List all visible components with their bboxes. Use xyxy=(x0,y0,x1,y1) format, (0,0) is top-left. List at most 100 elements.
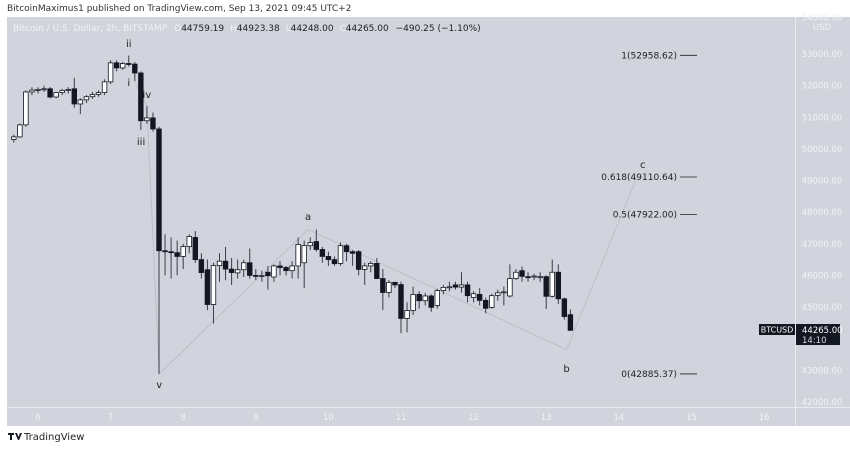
price-tick-label: 43000.00 xyxy=(802,366,843,376)
candle-up xyxy=(29,89,35,93)
candle-down xyxy=(543,276,549,297)
ohlc-legend: Bitcoin / U.S. Dollar, 2h, BITSTAMP O447… xyxy=(13,24,481,34)
candle-down xyxy=(476,293,483,301)
candle-down xyxy=(228,268,235,273)
candle-up xyxy=(361,265,368,270)
candle-up xyxy=(404,310,410,319)
candle-up xyxy=(35,89,41,91)
candle-up xyxy=(289,265,295,272)
price-tick-label: 42000.00 xyxy=(802,398,843,408)
low-label: L xyxy=(286,24,291,34)
candle-up xyxy=(23,91,29,126)
time-axis[interactable] xyxy=(7,408,795,426)
candle-up xyxy=(216,260,223,267)
candle-up xyxy=(144,117,150,122)
high-value: 44923.38 xyxy=(237,24,280,34)
candle-up xyxy=(295,244,301,267)
chart-pane[interactable] xyxy=(7,17,850,407)
symbol-title: Bitcoin / U.S. Dollar, 2h, BITSTAMP xyxy=(13,24,168,34)
candles xyxy=(11,55,574,374)
price-axis[interactable] xyxy=(796,17,850,426)
candle-down xyxy=(555,271,561,300)
wave-label-iii: iii xyxy=(137,137,145,148)
fib-level-label: 1(52958.62) xyxy=(621,51,677,61)
candle-up xyxy=(337,245,344,264)
candle-down xyxy=(331,259,338,265)
candle-down xyxy=(113,62,120,69)
wave-line xyxy=(566,176,638,350)
time-tick-label: 9 xyxy=(253,413,258,423)
open-label: O xyxy=(174,24,181,34)
price-tag-value: 44265.00 xyxy=(802,326,843,336)
price-tick-label: 49000.00 xyxy=(802,177,843,187)
time-tick-label: 15 xyxy=(686,413,697,423)
price-tick-label: 52000.00 xyxy=(802,82,843,92)
price-tick-label: 47000.00 xyxy=(802,240,843,250)
candle-up xyxy=(307,242,313,247)
wave-label-ii: ii xyxy=(126,39,132,50)
time-tick-label: 7 xyxy=(108,413,113,423)
candle-up xyxy=(368,262,374,267)
candle-down xyxy=(277,265,283,268)
last-price-tag: BTCUSD 44265.00 14:10 xyxy=(759,324,843,346)
candle-up xyxy=(259,275,265,277)
time-tick-label: 13 xyxy=(541,413,552,423)
candle-down xyxy=(349,251,356,254)
time-tick-label: 6 xyxy=(35,413,40,423)
candle-down xyxy=(150,117,156,130)
candle-up xyxy=(17,124,23,138)
price-tick-label: 51000.00 xyxy=(802,113,843,123)
candle-down xyxy=(174,252,180,257)
candle-down xyxy=(222,260,229,270)
symbol-tag-bg xyxy=(759,324,795,335)
wave-label-i: i xyxy=(127,78,130,89)
high-label: H xyxy=(230,24,237,34)
time-tick-label: 14 xyxy=(613,413,624,423)
candle-up xyxy=(501,291,507,294)
candle-up xyxy=(446,286,453,289)
time-tick-label: 10 xyxy=(323,413,334,423)
currency-label: USD xyxy=(813,23,832,33)
price-tag-countdown: 14:10 xyxy=(802,336,827,346)
candle-up xyxy=(434,290,440,306)
candle-up xyxy=(41,88,47,91)
candle-down xyxy=(416,293,422,302)
candle-up xyxy=(537,276,543,279)
candle-up xyxy=(513,271,519,279)
candle-up xyxy=(240,262,247,271)
candle-up xyxy=(101,81,108,93)
candle-down xyxy=(126,63,132,65)
close-value: 44265.00 xyxy=(346,24,389,34)
candle-down xyxy=(168,251,174,254)
candle-up xyxy=(95,92,102,95)
wave-line xyxy=(146,106,160,374)
brand-name: TradingView xyxy=(23,432,84,443)
candle-down xyxy=(392,281,398,286)
candle-up xyxy=(386,281,392,293)
candle-down xyxy=(567,314,574,331)
candle-down xyxy=(138,72,144,122)
time-axis-ticks: 6 7 8 9 10 11 12 13 14 15 16 xyxy=(35,413,769,423)
price-tick-label: 45000.00 xyxy=(802,303,843,313)
fib-level-label: 0(42885.37) xyxy=(621,370,677,380)
price-tag-bg xyxy=(796,324,840,345)
fib-levels: 1(52958.62) 0.618(49110.64) 0.5(47922.00) 0… xyxy=(601,51,697,380)
tradingview-logo[interactable]: TradingView xyxy=(8,432,84,443)
candle-up xyxy=(89,94,96,98)
candle-down xyxy=(561,298,568,317)
candle-up xyxy=(120,63,126,69)
candle-down xyxy=(162,250,168,253)
candle-down xyxy=(452,284,459,288)
candle-up xyxy=(77,99,84,105)
candle-down xyxy=(464,284,471,297)
candle-down xyxy=(398,284,404,319)
candle-down xyxy=(428,295,434,308)
candle-up xyxy=(210,265,217,305)
candle-up xyxy=(11,136,17,140)
candle-down xyxy=(319,249,326,257)
candle-down xyxy=(47,88,53,98)
wave-label-a: a xyxy=(305,212,311,223)
candle-down xyxy=(71,88,77,105)
candle-down xyxy=(313,241,319,250)
